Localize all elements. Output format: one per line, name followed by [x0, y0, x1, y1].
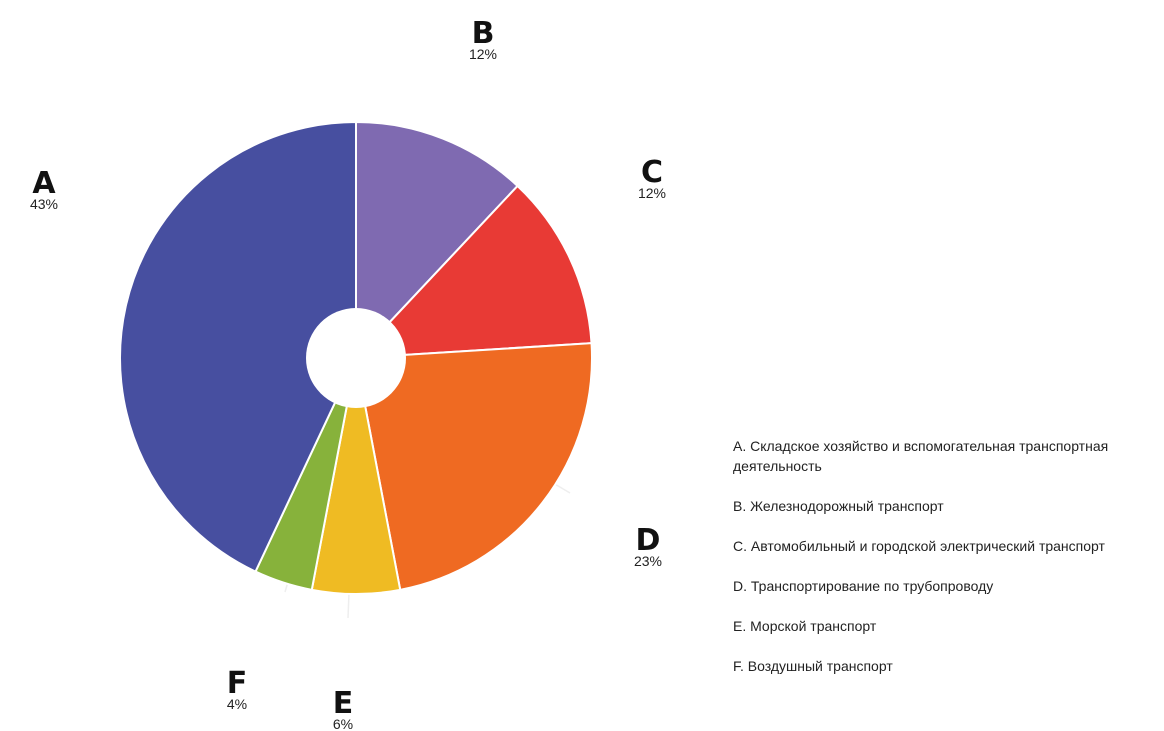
slice-percent-e: 6%: [333, 716, 353, 731]
slice-a: [119, 120, 357, 573]
legend-item-b: B. Железнодорожный транспорт: [733, 498, 944, 514]
slice-label-d: D: [636, 523, 661, 558]
slice-label-a: A: [32, 166, 56, 201]
slice-percent-f: 4%: [227, 696, 247, 712]
donut-hole: [306, 308, 406, 408]
slice-percent-a: 43%: [30, 196, 58, 212]
slice-b: [355, 120, 519, 361]
legend-item-a: A. Складское хозяйство и вспомогательная…: [733, 438, 1109, 474]
slice-labels: B12%C12%D23%E6%F4%A43%: [30, 16, 666, 731]
slice-d: [354, 342, 593, 591]
legend-item-c: C. Автомобильный и городской электрическ…: [733, 538, 1105, 554]
slice-label-c: C: [641, 155, 663, 190]
legend-item-e: E. Морской транспорт: [733, 618, 877, 634]
slice-percent-d: 23%: [634, 553, 662, 569]
legend-item-d: D. Транспортирование по трубопроводу: [733, 578, 994, 594]
slice-label-b: B: [472, 16, 495, 51]
slice-percent-b: 12%: [469, 46, 497, 62]
legend: A. Складское хозяйство и вспомогательная…: [733, 436, 1161, 676]
slice-percent-c: 12%: [638, 185, 666, 201]
legend-item-f: F. Воздушный транспорт: [733, 658, 893, 674]
slice-label-f: F: [227, 666, 248, 701]
slices: [119, 120, 593, 595]
slice-c: [353, 184, 593, 360]
slice-label-e: E: [333, 686, 354, 721]
